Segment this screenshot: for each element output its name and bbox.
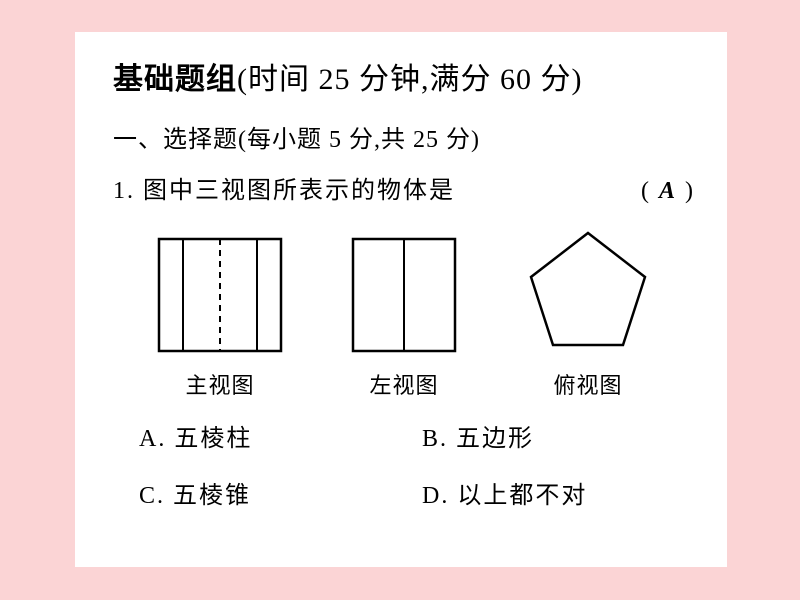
answer-letter: A — [659, 178, 677, 204]
three-views-row: 主视图 左视图 俯视图 — [113, 225, 695, 400]
option-b: B. 五边形 — [422, 418, 695, 453]
option-c: C. 五棱锥 — [139, 475, 412, 510]
front-view-icon — [155, 235, 285, 355]
answer-slot: ( A ) — [641, 178, 695, 205]
top-view-label: 俯视图 — [523, 368, 653, 400]
left-view-label: 左视图 — [349, 368, 459, 400]
page-title: 基础题组(时间 25 分钟,满分 60 分) — [113, 60, 695, 101]
front-view-block: 主视图 — [155, 235, 285, 400]
section-heading: 一、选择题(每小题 5 分,共 25 分) — [113, 119, 695, 154]
worksheet-page: 基础题组(时间 25 分钟,满分 60 分) 一、选择题(每小题 5 分,共 2… — [75, 32, 727, 567]
option-a: A. 五棱柱 — [139, 418, 412, 453]
option-d: D. 以上都不对 — [422, 475, 695, 510]
question-text: 1. 图中三视图所表示的物体是 — [113, 170, 455, 205]
title-sub: (时间 25 分钟,满分 60 分) — [237, 63, 582, 96]
top-view-icon — [523, 225, 653, 355]
left-view-icon — [349, 235, 459, 355]
front-view-label: 主视图 — [155, 368, 285, 400]
top-view-block: 俯视图 — [523, 225, 653, 400]
title-main: 基础题组 — [113, 63, 237, 96]
question-1: 1. 图中三视图所表示的物体是 ( A ) — [113, 170, 695, 205]
options-grid: A. 五棱柱 B. 五边形 C. 五棱锥 D. 以上都不对 — [113, 418, 695, 510]
left-view-block: 左视图 — [349, 235, 459, 400]
